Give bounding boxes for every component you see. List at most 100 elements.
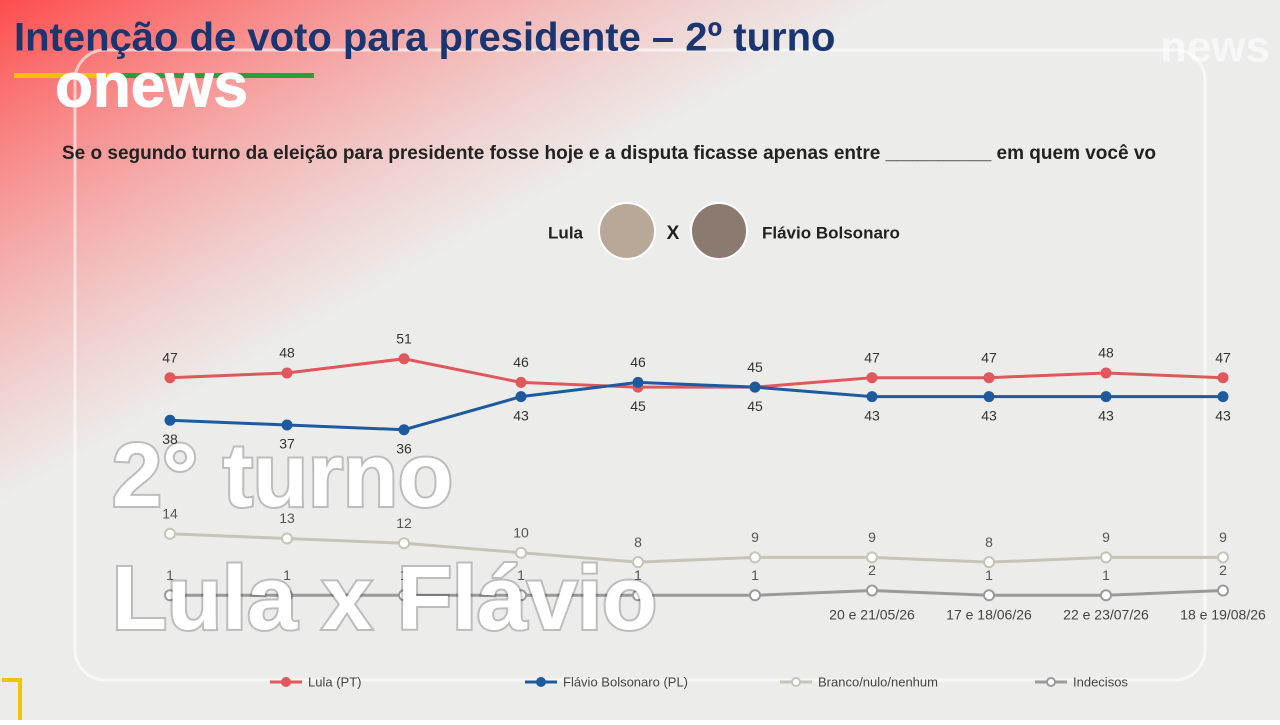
point [632,376,644,388]
point [164,414,176,426]
point [281,419,293,431]
corner-mark [2,678,22,720]
value-label: 43 [1098,407,1114,423]
point [1100,551,1112,564]
point [1100,589,1112,602]
point [983,556,995,569]
point [749,381,761,393]
point [1217,372,1229,384]
point [515,376,527,388]
value-label: 1 [985,567,993,583]
value-label: 8 [985,534,993,550]
point [398,353,410,365]
point [983,391,995,403]
point [866,551,878,564]
value-label: 9 [868,529,876,545]
x-tick-label: 22 e 23/07/26 [1063,607,1149,623]
point [164,527,176,540]
value-label: 47 [1215,349,1231,365]
value-label: 51 [396,330,412,346]
value-label: 1 [1102,567,1110,583]
title-rule [14,73,314,78]
legend-marker [791,677,801,687]
point [1100,367,1112,379]
point [632,589,644,602]
point [398,424,410,436]
legend-marker [281,677,291,687]
value-label: 43 [1215,407,1231,423]
value-label: 45 [630,398,646,414]
point [1217,391,1229,403]
value-label: 9 [1102,529,1110,545]
value-label: 48 [279,345,295,361]
value-label: 48 [1098,345,1114,361]
value-label: 36 [396,440,412,456]
title: Intenção de voto para presidente – 2º tu… [14,16,835,60]
question: Se o segundo turno da eleição para presi… [62,143,1156,164]
photo-lula [598,202,656,260]
value-label: 8 [634,534,642,550]
series-line [169,532,1223,564]
title-rule-accent [14,73,114,78]
value-label: 47 [981,349,997,365]
plot: 20 e 21/05/26 17 e 18/06/26 22 e 23/07/26 1… [162,330,1266,622]
point [983,372,995,384]
point [1217,584,1229,597]
value-label: 9 [751,529,759,545]
legend-marker [1046,677,1056,687]
point [1217,551,1229,564]
point [1100,391,1112,403]
value-label: 1 [751,567,759,583]
value-label: 2 [868,562,876,578]
frame [73,48,1207,682]
value-label: 1 [634,567,642,583]
legend: Lula (PT) Flávio Bolsonaro (PL) Branco/nul… [270,674,1128,689]
candidate-left: Lula [548,223,583,242]
value-label: 1 [400,567,408,583]
value-label: 43 [981,407,997,423]
value-label: 46 [630,354,646,370]
point [515,546,527,559]
point [281,367,293,379]
value-label: 12 [396,515,412,531]
value-label: 43 [513,407,529,423]
point [749,589,761,602]
value-label: 47 [864,349,880,365]
legend-label: Flávio Bolsonaro (PL) [563,674,688,689]
value-label: 47 [162,349,178,365]
overlay-line1: 2° turno [112,426,453,526]
overlay-line2: Lula x Flávio [112,549,657,649]
series-line [170,589,1224,597]
legend-label: Branco/nulo/nenhum [818,674,938,689]
candidate-right: Flávio Bolsonaro [762,223,900,242]
series-line [169,380,1223,432]
series-line [169,357,1224,389]
photo-flavio [690,202,748,260]
logo: news [1160,23,1270,72]
point [866,584,878,597]
value-label: 1 [517,567,525,583]
value-label: 37 [279,436,295,452]
value-label: 14 [162,505,178,521]
value-label: 10 [513,524,529,540]
point [164,372,176,384]
x-tick-label: 20 e 21/05/26 [829,607,915,623]
legend-label: Indecisos [1073,674,1128,689]
x-tick-label: 18 e 19/08/26 [1180,607,1266,623]
point [632,556,644,569]
point [866,372,878,384]
value-label: 1 [166,567,174,583]
value-label: 9 [1219,529,1227,545]
value-label: 2 [1219,562,1227,578]
versus: X [667,223,680,244]
x-tick-label: 17 e 18/06/26 [946,607,1032,623]
point [749,551,761,564]
brand-overlay: onews [55,51,248,120]
point [281,532,293,545]
value-label: 1 [283,567,291,583]
point [866,391,878,403]
point [515,391,527,403]
value-label: 46 [513,354,529,370]
